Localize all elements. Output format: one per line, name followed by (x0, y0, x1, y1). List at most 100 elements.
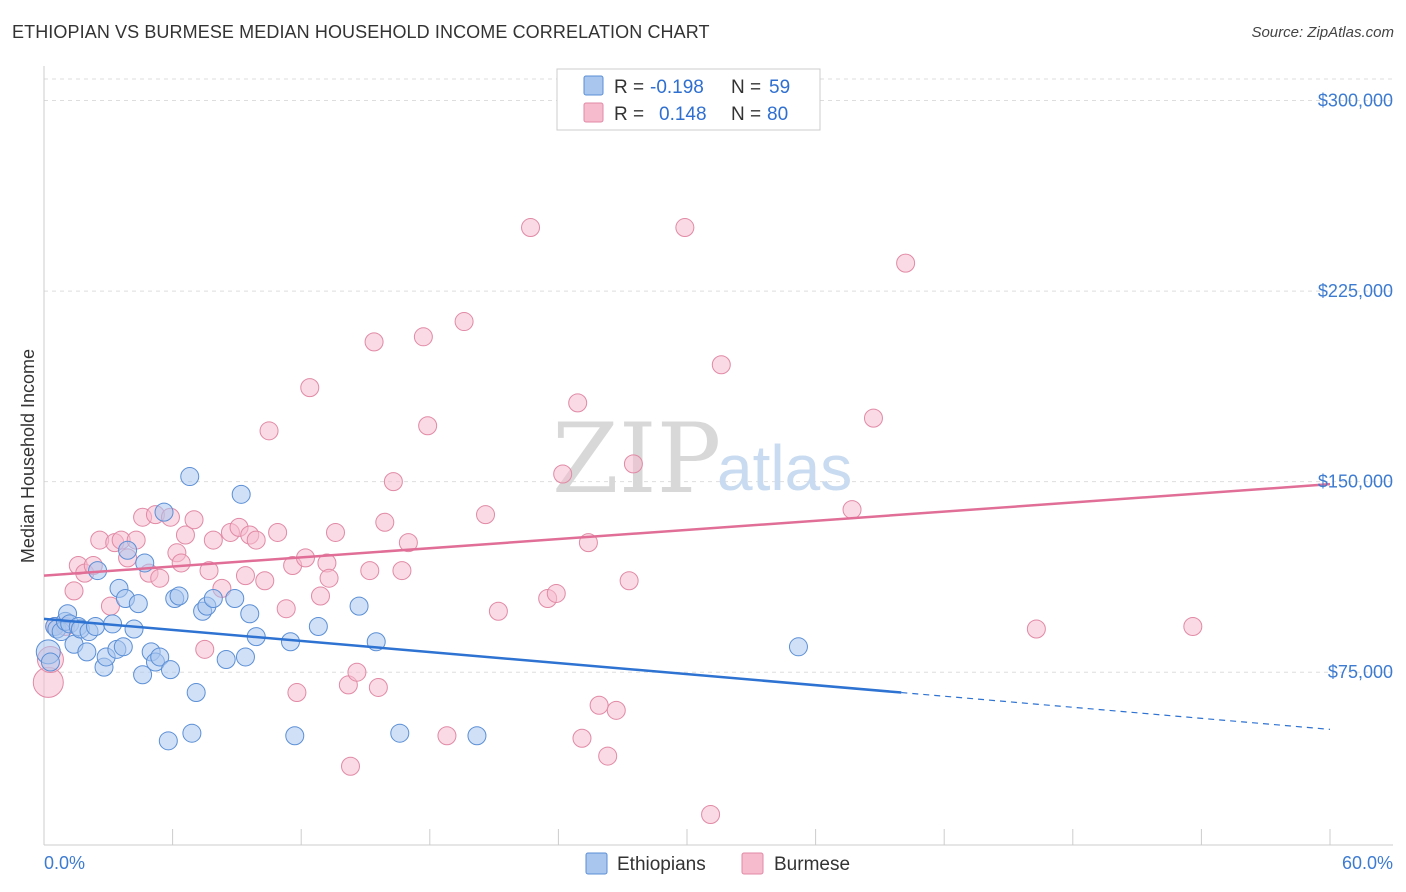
burmese-point-21 (175, 525, 195, 545)
ethiopians-point-24 (128, 594, 148, 614)
ethiopians-point-34 (169, 586, 189, 606)
burmese-point-69 (606, 700, 626, 720)
watermark-atlas: atlas (717, 432, 852, 504)
burmese-point-55 (418, 416, 438, 436)
burmese-point-75 (842, 500, 862, 520)
legend-swatch-burmese (583, 102, 604, 123)
ethiopians-point-45 (240, 604, 260, 624)
burmese-point-67 (589, 695, 609, 715)
y-axis-label: Median Household Income (18, 349, 38, 563)
burmese-point-40 (310, 586, 330, 606)
burmese-point-50 (375, 512, 395, 532)
ethiopians-point-37 (186, 683, 206, 703)
burmese-point-65 (572, 728, 592, 748)
burmese-point-78 (1026, 619, 1046, 639)
burmese-point-57 (454, 312, 474, 332)
burmese-trend-line (43, 482, 1331, 577)
burmese-point-29 (235, 566, 255, 586)
burmese-point-4 (64, 581, 84, 601)
burmese-point-64 (568, 393, 588, 413)
burmese-point-58 (476, 505, 496, 525)
y-tick-label-1: $150,000 (1318, 472, 1393, 492)
y-tick-label-0: $75,000 (1328, 662, 1393, 682)
burmese-point-22 (184, 510, 204, 530)
burmese-point-25 (203, 530, 223, 550)
bottom-legend-swatch-burmese (741, 852, 764, 875)
ethiopians-point-1 (40, 652, 60, 672)
legend-swatch-ethiopians (583, 75, 604, 96)
legend-n-label-1: N = (731, 77, 761, 98)
bottom-legend: Ethiopians Burmese (585, 852, 850, 875)
watermark: ZIP atlas (552, 403, 852, 515)
burmese-point-77 (896, 253, 916, 273)
burmese-point-33 (259, 421, 279, 441)
legend-box: R = -0.198 N = 59 R = 0.148 N = 80 (556, 68, 821, 131)
y-tick-label-2: $225,000 (1318, 281, 1393, 301)
chart-title: ETHIOPIAN VS BURMESE MEDIAN HOUSEHOLD IN… (12, 22, 710, 42)
y-tick-label-3: $300,000 (1318, 90, 1393, 110)
burmese-point-35 (276, 599, 296, 619)
burmese-point-42 (319, 568, 339, 588)
ethiopians-point-44 (235, 647, 255, 667)
burmese-point-34 (268, 522, 288, 542)
burmese-point-59 (488, 601, 508, 621)
ethiopians-point-40 (203, 589, 223, 609)
bottom-legend-label-burmese: Burmese (774, 854, 850, 875)
burmese-point-52 (392, 561, 412, 581)
ethiopians-point-54 (788, 637, 808, 657)
burmese-point-68 (598, 746, 618, 766)
ethiopians-point-52 (390, 723, 410, 743)
burmese-point-63 (553, 464, 573, 484)
chart-source: Source: ZipAtlas.com (1251, 24, 1394, 41)
burmese-point-45 (340, 756, 360, 776)
burmese-point-43 (325, 522, 345, 542)
ethiopians-point-49 (308, 616, 328, 636)
burmese-point-74 (711, 355, 731, 375)
burmese-point-37 (287, 683, 307, 703)
legend-r-label-2: R = (614, 104, 644, 125)
ethiopians-point-50 (349, 596, 369, 616)
burmese-point-46 (347, 662, 367, 682)
burmese-point-23 (195, 639, 215, 659)
burmese-point-62 (546, 583, 566, 603)
ethiopians-point-42 (225, 589, 245, 609)
ethiopians-point-23 (124, 619, 144, 639)
burmese-point-51 (383, 472, 403, 492)
burmese-point-71 (623, 454, 643, 474)
bottom-legend-label-ethiopians: Ethiopians (617, 854, 706, 875)
burmese-point-47 (360, 561, 380, 581)
ethiopians-trend-line (43, 617, 902, 694)
burmese-point-39 (300, 378, 320, 398)
burmese-point-32 (255, 571, 275, 591)
ethiopians-point-13 (85, 616, 105, 636)
burmese-point-49 (368, 677, 388, 697)
axes (43, 66, 1393, 846)
ethiopians-point-35 (180, 467, 200, 487)
burmese-point-54 (413, 327, 433, 347)
ethiopians-point-32 (160, 660, 180, 680)
bottom-legend-swatch-ethiopians (585, 852, 608, 875)
ethiopians-points (35, 467, 808, 751)
burmese-point-70 (619, 571, 639, 591)
x-tick-label-max: 60.0% (1342, 853, 1393, 873)
burmese-point-53 (398, 533, 418, 553)
x-tick-label-min: 0.0% (44, 853, 85, 873)
ethiopians-point-43 (231, 484, 251, 504)
ethiopians-point-41 (216, 650, 236, 670)
burmese-point-24 (199, 561, 219, 581)
burmese-point-17 (150, 568, 170, 588)
ethiopians-point-36 (182, 723, 202, 743)
ethiopians-point-22 (118, 540, 138, 560)
legend-n-label-2: N = (731, 104, 761, 125)
trend-lines (43, 482, 1331, 730)
ethiopians-point-48 (285, 726, 305, 746)
y-tick-labels: $75,000 $150,000 $225,000 $300,000 (1318, 90, 1393, 682)
legend-r-value-2: 0.148 (659, 104, 707, 125)
burmese-point-72 (675, 218, 695, 238)
ethiopians-point-30 (154, 502, 174, 522)
ethiopians-point-11 (77, 642, 97, 662)
burmese-point-31 (246, 530, 266, 550)
ethiopians-trend-extension (901, 691, 1331, 730)
burmese-point-79 (1183, 616, 1203, 636)
